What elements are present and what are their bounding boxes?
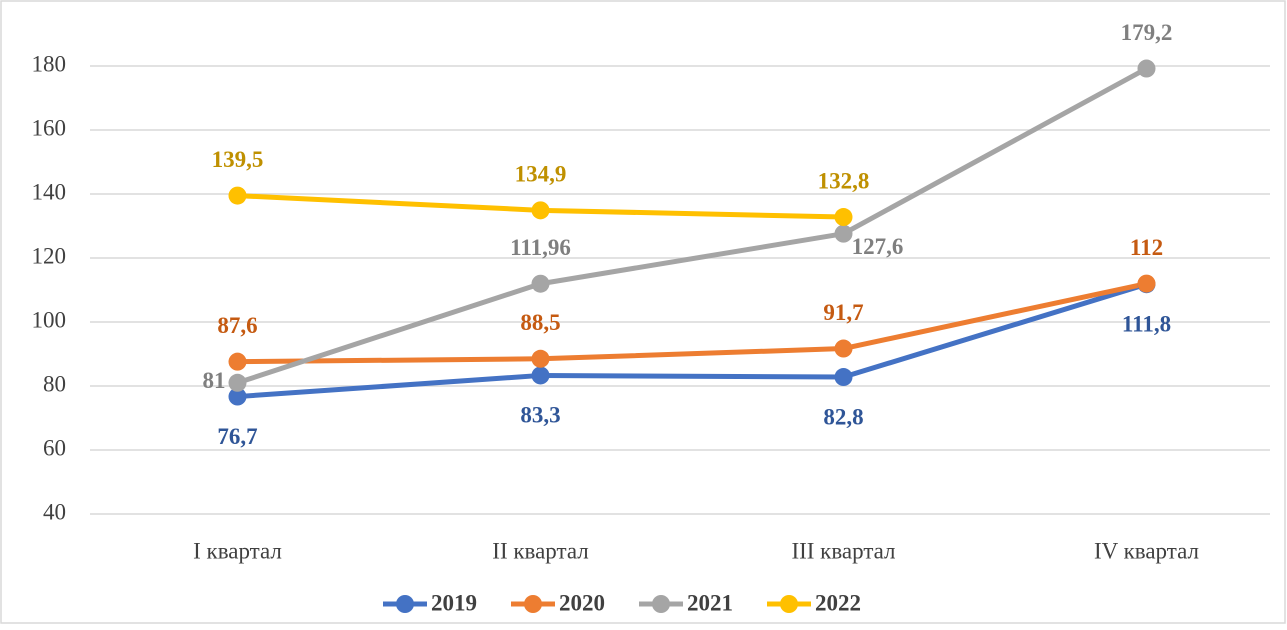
legend-label: 2020 [559, 590, 605, 615]
point [531, 201, 550, 220]
series-line [236, 66, 1148, 386]
legend-label: 2021 [687, 590, 733, 615]
y-tick-label: 60 [43, 435, 66, 460]
y-tick-label: 40 [43, 499, 66, 524]
series-line [237, 281, 1148, 400]
point [531, 349, 550, 368]
x-tick-label: II квартал [492, 538, 588, 563]
point [834, 368, 853, 387]
point [228, 373, 247, 392]
data-label: 76,7 [217, 424, 257, 449]
legend-label: 2019 [431, 590, 477, 615]
data-label: 132,8 [818, 168, 870, 193]
point [1137, 274, 1156, 293]
x-tick-label: IV квартал [1094, 538, 1199, 563]
point [228, 387, 247, 406]
point [531, 366, 550, 385]
y-tick-label: 100 [32, 307, 67, 332]
data-label: 87,6 [217, 313, 257, 338]
data-label: 91,7 [823, 300, 863, 325]
data-label: 81 [203, 368, 226, 393]
data-label: 127,6 [852, 234, 904, 259]
y-tick-label: 120 [32, 243, 67, 268]
data-label: 139,5 [212, 147, 264, 172]
point [1137, 59, 1156, 78]
point [834, 224, 853, 243]
data-label: 179,2 [1121, 20, 1173, 45]
legend-marker [396, 595, 414, 613]
y-tick-label: 140 [32, 179, 67, 204]
data-label: 111,8 [1122, 312, 1171, 337]
data-label: 88,5 [520, 310, 560, 335]
point [531, 274, 550, 293]
y-tick-label: 180 [32, 51, 67, 76]
data-label: 82,8 [823, 404, 863, 429]
x-tick-label: I квартал [193, 538, 282, 563]
legend-marker [524, 595, 542, 613]
point [228, 186, 247, 205]
legend-marker [652, 595, 670, 613]
data-label: 83,3 [520, 403, 560, 428]
point [228, 352, 247, 371]
y-tick-label: 160 [32, 115, 67, 140]
x-tick-label: III квартал [791, 538, 895, 563]
y-tick-label: 80 [43, 371, 66, 396]
series-line [237, 281, 1148, 365]
legend-label: 2022 [815, 590, 861, 615]
point [834, 208, 853, 227]
point [834, 339, 853, 358]
data-label: 134,9 [515, 162, 567, 187]
data-label: 112 [1130, 235, 1163, 260]
legend-marker [780, 595, 798, 613]
data-label: 111,96 [510, 235, 571, 260]
